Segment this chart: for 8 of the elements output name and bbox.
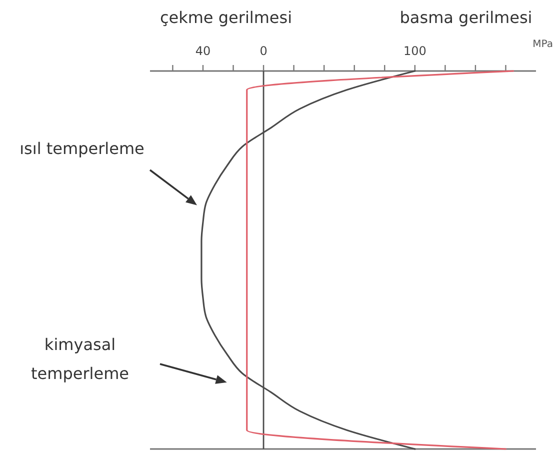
text: çekme gerilmesi [160,8,292,27]
x-tick-label: 40 [195,44,211,58]
text: ısıl temperleme [20,139,144,158]
x-tick-label: 0 [260,44,268,58]
text: kimyasal temperleme [31,335,129,383]
text: basma gerilmesi [400,8,532,27]
x-axis-title: MPa [532,39,553,50]
x-tick-label: 100 [403,44,426,58]
